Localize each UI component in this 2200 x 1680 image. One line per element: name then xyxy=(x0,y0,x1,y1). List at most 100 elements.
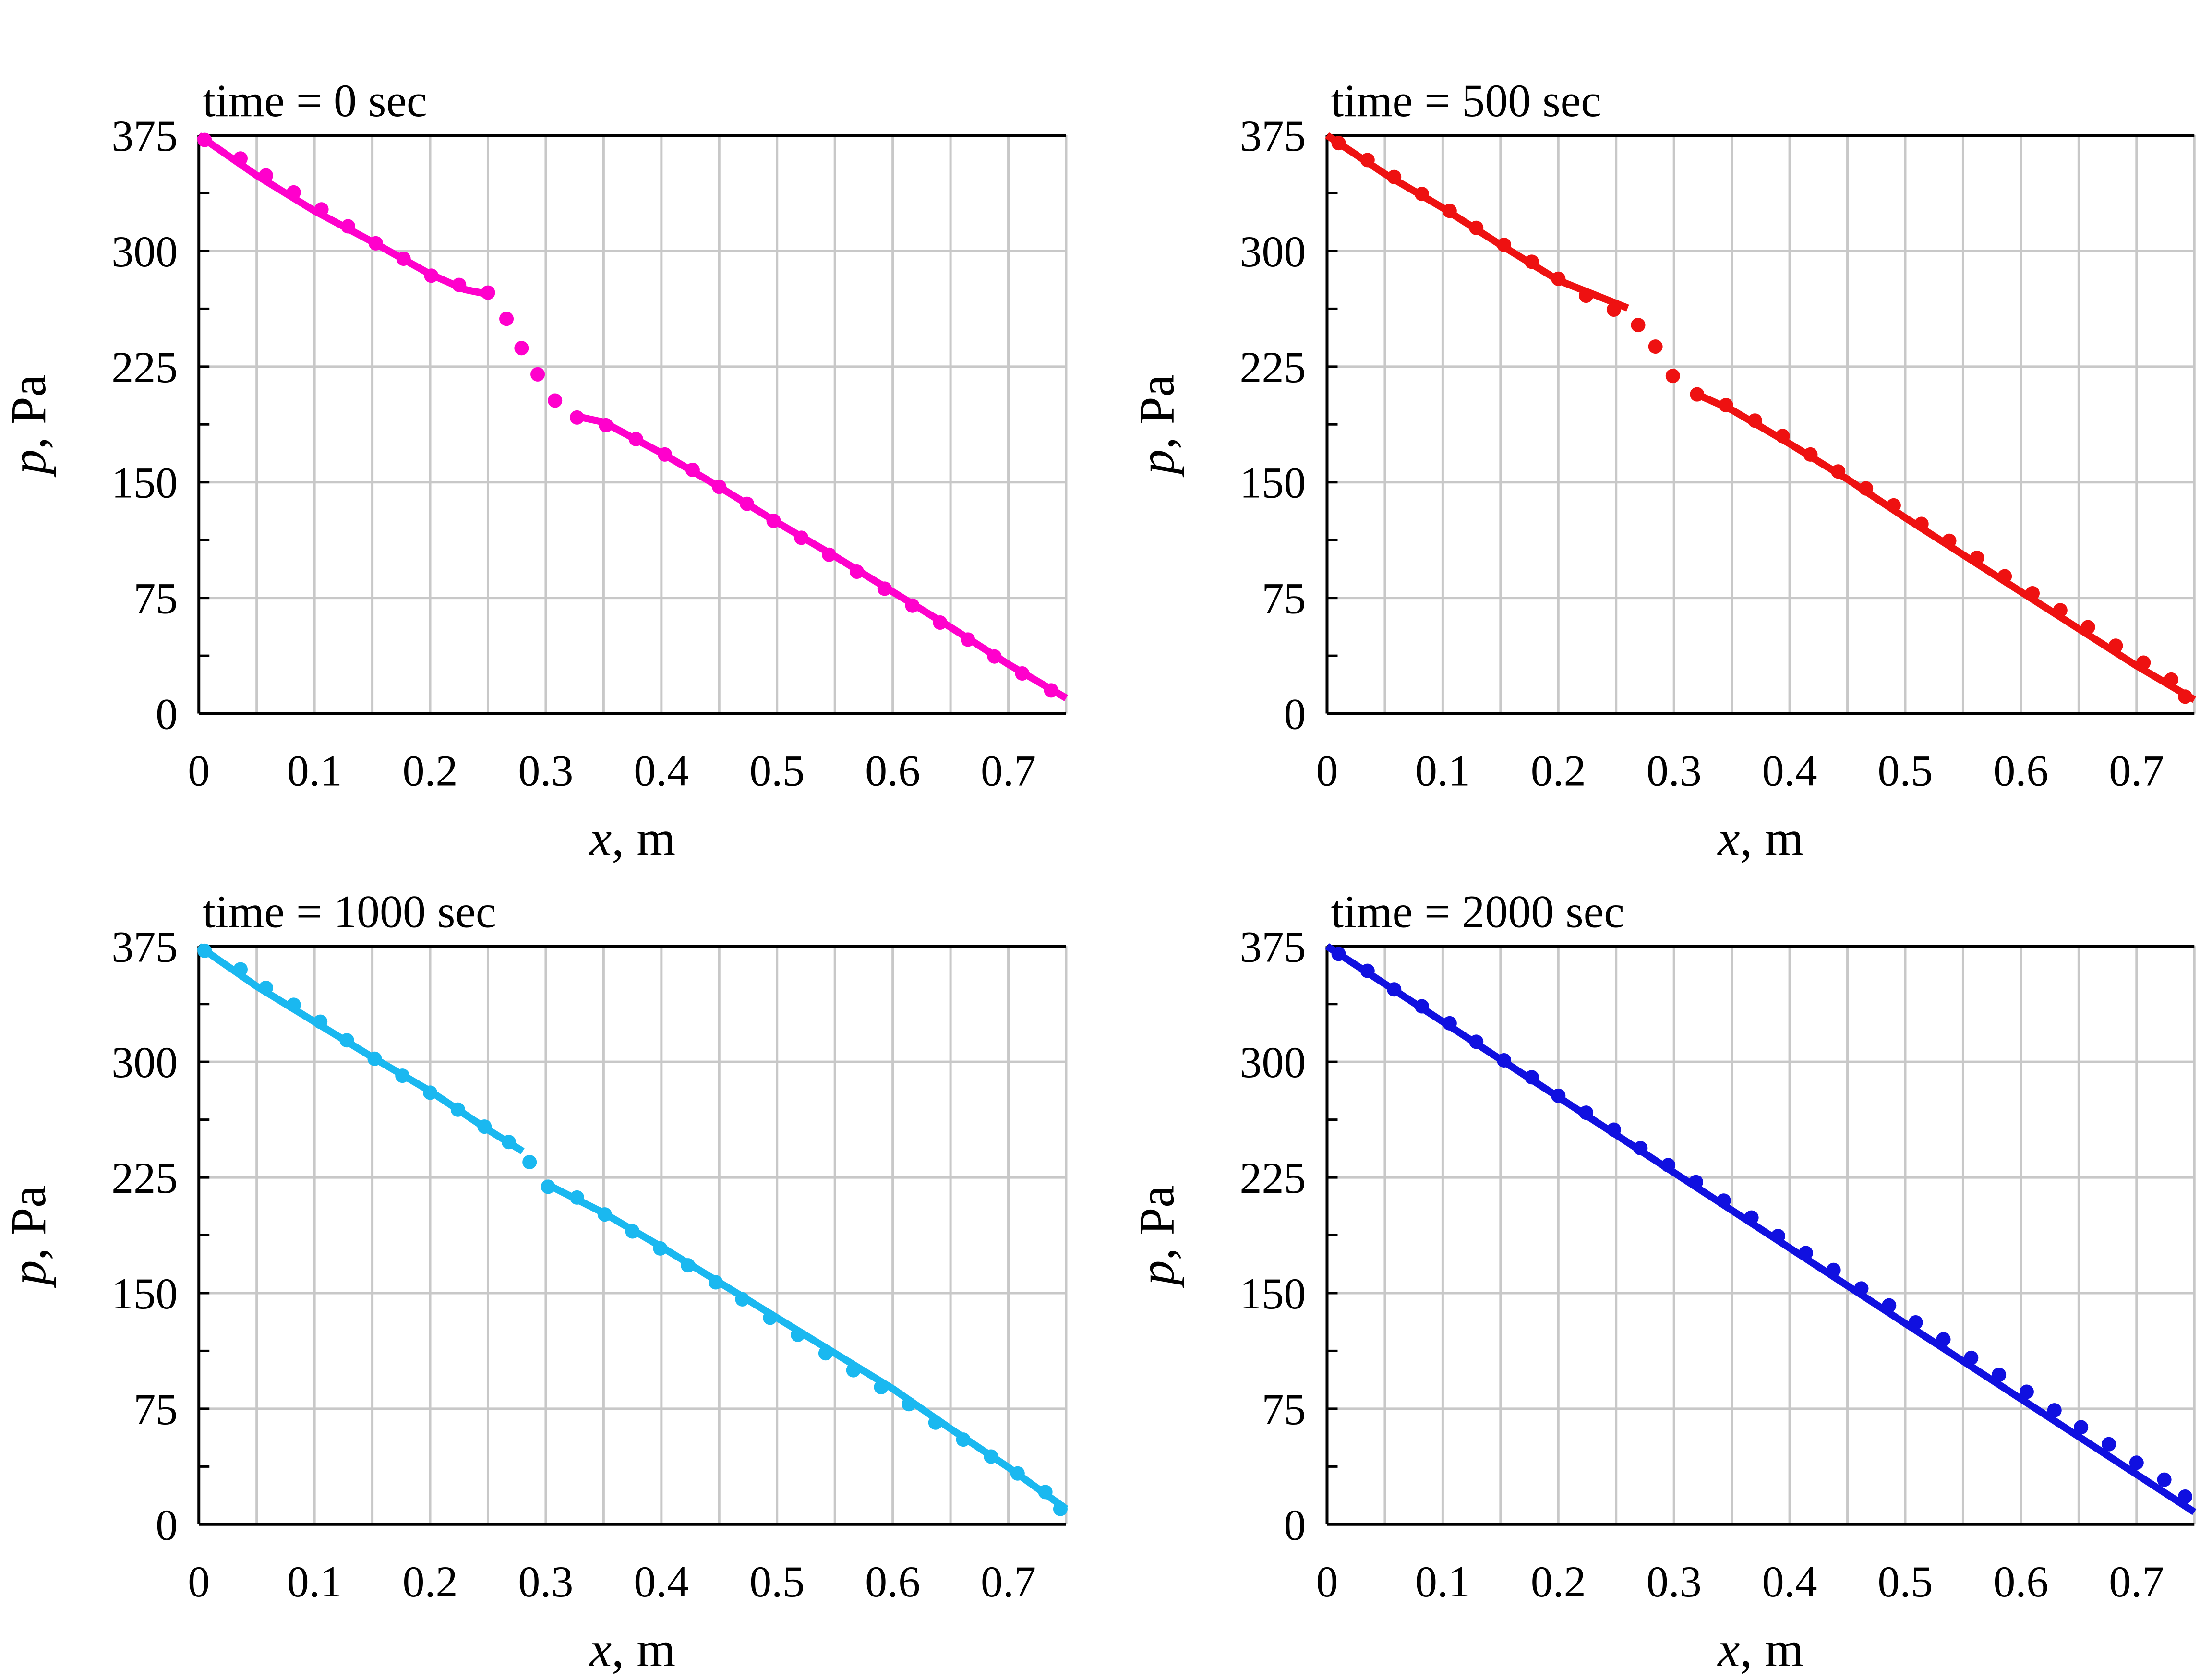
y-tick-label: 375 xyxy=(1239,922,1306,971)
x-axis-var: x xyxy=(1717,811,1740,866)
y-tick-label: 225 xyxy=(111,1153,178,1202)
data-point xyxy=(499,312,514,326)
chart-panel-1: 0 75 150 225 300 375 0 0.1 0.2 0.3 0.4 0.5 0.6 0.7 tim… xyxy=(1,75,1068,866)
data-point xyxy=(2101,1437,2116,1452)
data-point xyxy=(1469,220,1484,235)
data-point xyxy=(1579,288,1594,303)
panel-title: time = 500 sec xyxy=(1331,75,1601,126)
y-tick-label: 75 xyxy=(133,574,178,623)
data-point xyxy=(1015,666,1030,681)
data-point xyxy=(681,1258,696,1273)
data-point xyxy=(452,277,467,292)
data-point xyxy=(477,1119,492,1134)
data-point xyxy=(712,480,727,494)
data-point xyxy=(1661,1158,1676,1173)
x-axis-title: x, m xyxy=(589,811,675,866)
data-point xyxy=(628,432,643,446)
data-point xyxy=(1798,1246,1813,1260)
data-point xyxy=(794,530,809,545)
data-point xyxy=(1551,1088,1566,1103)
data-point xyxy=(1854,1281,1869,1296)
x-tick-label: 0.1 xyxy=(1415,746,1470,795)
data-point xyxy=(1010,1466,1025,1481)
data-point xyxy=(1387,169,1402,184)
data-point xyxy=(2047,1403,2062,1418)
y-axis-unit: , Pa xyxy=(1129,1186,1184,1260)
data-point xyxy=(984,1449,998,1464)
y-axis-var: p xyxy=(1129,1260,1184,1289)
y-tick-label: 300 xyxy=(111,1038,178,1087)
x-tick-label: 0.3 xyxy=(1647,1557,1702,1606)
x-tick-label: 0 xyxy=(1316,1557,1338,1606)
data-point xyxy=(1747,413,1762,428)
x-tick-label: 0.1 xyxy=(287,1557,342,1606)
chart-panel-2: 0 75 150 225 300 375 0 0.1 0.2 0.3 0.4 0.5 0.6 0.7 tim… xyxy=(1129,75,2196,866)
series-line xyxy=(196,943,525,1154)
x-axis-title: x, m xyxy=(1717,1622,1803,1677)
data-point xyxy=(1942,533,1957,548)
data-point xyxy=(1415,187,1430,202)
y-axis-unit: , Pa xyxy=(1,1186,56,1260)
x-tick-label: 0.7 xyxy=(981,1557,1036,1606)
data-point xyxy=(1579,1105,1594,1120)
data-point xyxy=(197,943,212,958)
data-point xyxy=(450,1102,465,1117)
data-point xyxy=(599,418,613,432)
x-axis-var: x xyxy=(1717,1622,1740,1677)
data-point xyxy=(1908,1315,1923,1330)
data-point xyxy=(956,1432,971,1447)
data-point xyxy=(1469,1034,1484,1049)
data-point xyxy=(1387,982,1402,997)
data-point xyxy=(849,564,864,579)
data-point xyxy=(2053,603,2068,618)
data-point xyxy=(1331,947,1346,961)
data-point xyxy=(286,997,301,1012)
y-axis-var: p xyxy=(1,1260,56,1289)
x-tick-label: 0.5 xyxy=(1877,1557,1933,1606)
data-point xyxy=(197,132,212,147)
data-point xyxy=(902,1397,916,1412)
y-axis-var: p xyxy=(1,449,56,478)
y-axis-title: p, Pa xyxy=(1,1186,56,1289)
data-point xyxy=(1719,398,1733,413)
data-point xyxy=(569,1190,584,1205)
panel-title: time = 0 sec xyxy=(203,75,427,126)
y-axis-title: p, Pa xyxy=(1129,374,1184,478)
data-point xyxy=(569,410,584,425)
panel-title: time = 1000 sec xyxy=(203,886,496,937)
data-point xyxy=(846,1363,861,1378)
data-point xyxy=(1648,339,1663,354)
data-point xyxy=(2019,1384,2034,1399)
data-point xyxy=(1551,271,1566,286)
x-tick-label: 0.2 xyxy=(403,1557,458,1606)
y-tick-label: 150 xyxy=(1239,458,1306,507)
data-point xyxy=(2025,586,2040,600)
x-tick-label: 0 xyxy=(188,746,210,795)
data-point xyxy=(233,151,248,166)
data-point xyxy=(1360,963,1375,978)
y-axis-unit: , Pa xyxy=(1,374,56,449)
x-tick-label: 0.1 xyxy=(1415,1557,1470,1606)
data-point xyxy=(1415,999,1430,1014)
data-point xyxy=(709,1275,723,1290)
data-point xyxy=(933,615,948,630)
data-point xyxy=(1606,1122,1621,1137)
series-line xyxy=(1325,943,2197,1515)
data-point xyxy=(1914,516,1929,531)
data-point xyxy=(1606,302,1621,317)
x-tick-label: 0.3 xyxy=(1647,746,1702,795)
x-tick-label: 0.2 xyxy=(1531,746,1586,795)
data-point xyxy=(286,185,301,200)
x-tick-label: 0 xyxy=(1316,746,1338,795)
data-point xyxy=(2136,655,2151,670)
data-point xyxy=(541,1179,555,1194)
data-point xyxy=(530,367,545,382)
y-tick-label: 375 xyxy=(111,922,178,971)
data-point xyxy=(1997,569,2012,584)
x-tick-label: 0.5 xyxy=(749,1557,805,1606)
data-point xyxy=(2080,620,2095,635)
data-point xyxy=(1771,1229,1786,1244)
data-point xyxy=(2157,1472,2172,1487)
data-point xyxy=(501,1135,516,1150)
data-point xyxy=(522,1154,537,1169)
